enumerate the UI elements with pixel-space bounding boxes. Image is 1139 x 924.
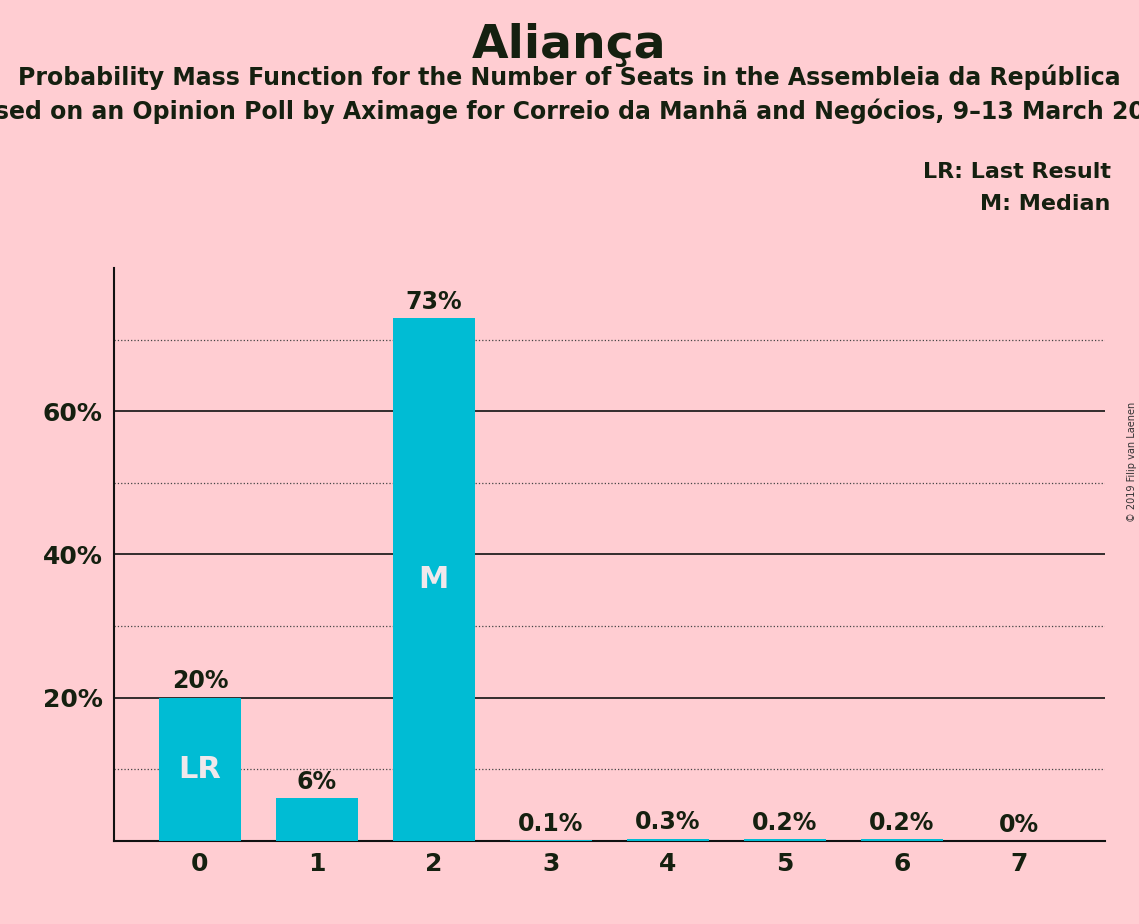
Text: 0.3%: 0.3% (636, 810, 700, 834)
Bar (626, 839, 708, 841)
Text: 0%: 0% (999, 812, 1039, 836)
Bar (159, 698, 240, 841)
Text: Aliança: Aliança (473, 23, 666, 68)
Text: M: M (419, 565, 449, 594)
Text: 6%: 6% (297, 770, 337, 794)
Bar (744, 839, 826, 841)
Bar (276, 797, 358, 841)
Text: 20%: 20% (172, 669, 228, 693)
Bar (861, 839, 943, 841)
Text: LR: LR (179, 755, 221, 784)
Text: Based on an Opinion Poll by Aximage for Correio da Manhã and Negócios, 9–13 Marc: Based on an Opinion Poll by Aximage for … (0, 99, 1139, 125)
Text: LR: Last Result: LR: Last Result (923, 162, 1111, 182)
Bar (393, 318, 475, 841)
Text: © 2019 Filip van Laenen: © 2019 Filip van Laenen (1126, 402, 1137, 522)
Text: 0.1%: 0.1% (518, 812, 583, 836)
Text: 73%: 73% (405, 290, 462, 314)
Text: Probability Mass Function for the Number of Seats in the Assembleia da República: Probability Mass Function for the Number… (18, 65, 1121, 91)
Text: 0.2%: 0.2% (869, 811, 934, 835)
Text: 0.2%: 0.2% (752, 811, 818, 835)
Text: M: Median: M: Median (981, 194, 1111, 214)
